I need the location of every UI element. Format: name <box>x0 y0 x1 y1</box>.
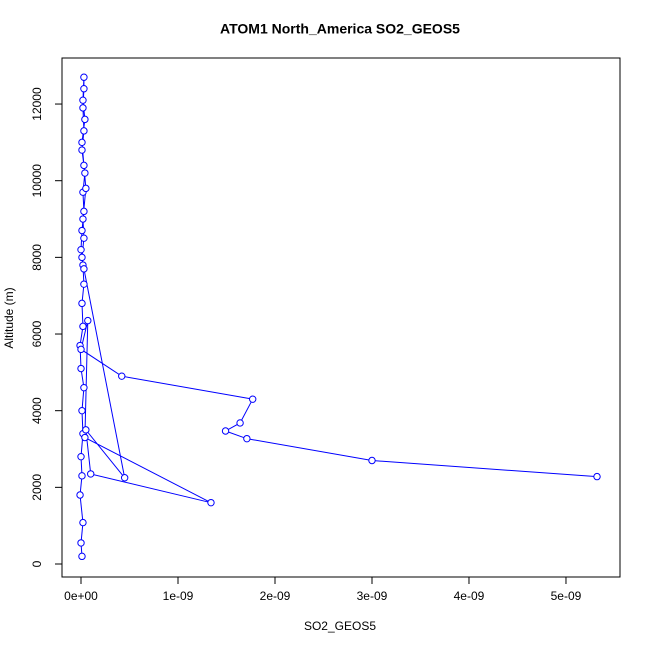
data-point <box>81 169 89 177</box>
data-point <box>368 456 376 465</box>
data-point <box>120 474 129 482</box>
data-point <box>236 419 244 427</box>
data-point <box>80 383 88 392</box>
data-point <box>78 253 86 262</box>
x-tick-label: 0e+00 <box>64 589 98 603</box>
data-point <box>78 226 86 235</box>
x-axis-label: SO2_GEOS5 <box>304 619 376 633</box>
series-line <box>79 77 598 557</box>
data-point <box>76 491 84 499</box>
data-point <box>81 433 89 442</box>
x-tick-label: 3e-09 <box>357 589 388 603</box>
data-point <box>243 434 251 443</box>
data-point <box>80 234 88 242</box>
data-point <box>80 127 88 135</box>
data-point <box>78 146 86 154</box>
data-point <box>82 426 90 434</box>
data-point <box>80 280 88 288</box>
y-tick-label: 10000 <box>30 164 44 198</box>
data-point <box>77 345 85 354</box>
data-point <box>79 215 87 223</box>
data-point <box>78 299 86 308</box>
x-tick-label: 5e-09 <box>551 589 582 603</box>
data-point <box>80 265 88 273</box>
data-point <box>78 552 86 561</box>
data-point <box>79 322 87 331</box>
y-tick-label: 8000 <box>30 244 44 271</box>
plot-frame <box>61 57 621 578</box>
y-tick-label: 12000 <box>30 87 44 121</box>
data-point <box>118 372 126 380</box>
data-point <box>593 472 601 481</box>
y-tick-label: 6000 <box>30 320 44 347</box>
data-point <box>80 161 88 170</box>
data-point <box>77 245 85 254</box>
y-tick-label: 4000 <box>30 397 44 424</box>
data-point <box>221 427 230 435</box>
data-point <box>80 85 88 93</box>
data-point <box>87 470 95 478</box>
data-point <box>77 539 85 547</box>
data-point <box>79 518 87 527</box>
data-point <box>82 184 90 193</box>
chart-title: ATOM1 North_America SO2_GEOS5 <box>220 21 460 37</box>
x-tick-label: 4e-09 <box>454 589 485 603</box>
data-point <box>79 104 87 112</box>
y-tick-label: 2000 <box>30 474 44 501</box>
data-point <box>78 406 86 415</box>
data-point <box>79 96 87 104</box>
data-point <box>78 138 86 147</box>
data-point <box>77 452 85 461</box>
data-point <box>80 207 88 216</box>
x-tick-label: 2e-09 <box>260 589 291 603</box>
data-point <box>78 472 86 480</box>
y-axis-label: Altitude (m) <box>2 287 16 348</box>
y-tick-label: 0 <box>30 560 44 567</box>
data-point <box>81 115 89 124</box>
x-tick-label: 1e-09 <box>163 589 194 603</box>
data-point <box>248 395 257 403</box>
data-point <box>77 364 85 373</box>
data-point <box>84 316 92 325</box>
data-point <box>80 73 88 81</box>
data-point <box>207 498 215 507</box>
